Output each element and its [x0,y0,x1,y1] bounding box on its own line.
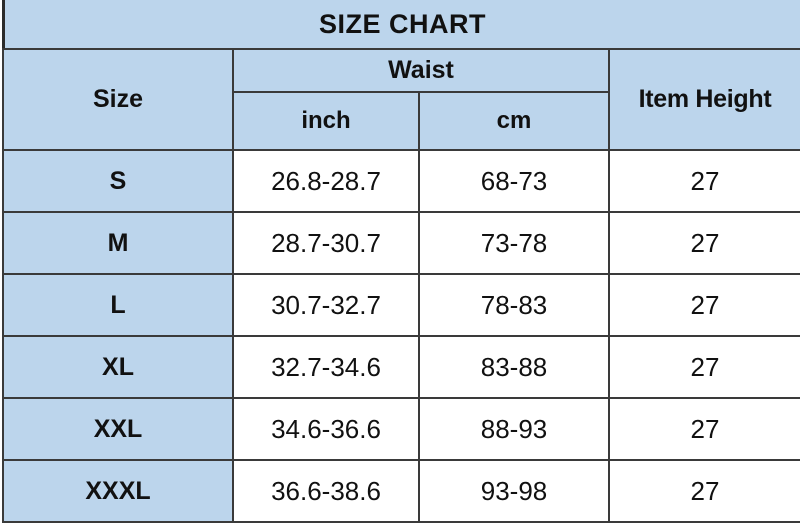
page-title: SIZE CHART [319,8,486,39]
cell-size: L [2,273,234,337]
table-row: XL 32.7-34.6 83-88 27 [2,335,800,399]
cell-waist-cm: 68-73 [418,149,610,213]
table-row: M 28.7-30.7 73-78 27 [2,211,800,275]
cell-size: M [2,211,234,275]
cell-waist-inch: 34.6-36.6 [232,397,420,461]
column-header-waist-cm: cm [418,91,610,151]
cell-item-height-cm: 27 [608,459,800,523]
table-row: L 30.7-32.7 78-83 27 [2,273,800,337]
column-header-item-height: Item Height [608,48,800,151]
cell-size: S [2,149,234,213]
table-row: XXXL 36.6-38.6 93-98 27 [2,459,800,523]
cell-item-height-cm: 27 [608,149,800,213]
table-row: S 26.8-28.7 68-73 27 [2,149,800,213]
table-body: S 26.8-28.7 68-73 27 M 28.7-30.7 73-78 2… [2,149,800,523]
header-row-units: inch cm [3,91,800,151]
cell-waist-inch: 36.6-38.6 [232,459,420,523]
header-row-primary: Size Waist Item Height [2,48,800,151]
cell-waist-cm: 78-83 [418,273,610,337]
cell-size: XXL [2,397,234,461]
column-header-waist: Waist [232,48,610,93]
cell-waist-cm: 73-78 [418,211,610,275]
cell-item-height-cm: 27 [608,397,800,461]
chart-title-band: SIZE CHART [2,0,800,48]
size-chart-table: Size Waist Item Height inch cm S 26.8-28… [2,48,800,523]
cell-waist-inch: 28.7-30.7 [232,211,420,275]
cell-waist-cm: 88-93 [418,397,610,461]
cell-size: XL [2,335,234,399]
cell-item-height-cm: 27 [608,273,800,337]
cell-item-height-cm: 27 [608,211,800,275]
cell-waist-inch: 26.8-28.7 [232,149,420,213]
column-header-size: Size [2,48,234,151]
table-header: Size Waist Item Height inch cm [2,48,800,151]
cell-waist-inch: 30.7-32.7 [232,273,420,337]
cell-size: XXXL [2,459,234,523]
table-row: XXL 34.6-36.6 88-93 27 [2,397,800,461]
cell-waist-inch: 32.7-34.6 [232,335,420,399]
cell-waist-cm: 93-98 [418,459,610,523]
cell-item-height-cm: 27 [608,335,800,399]
column-header-waist-inch: inch [232,91,420,151]
cell-waist-cm: 83-88 [418,335,610,399]
